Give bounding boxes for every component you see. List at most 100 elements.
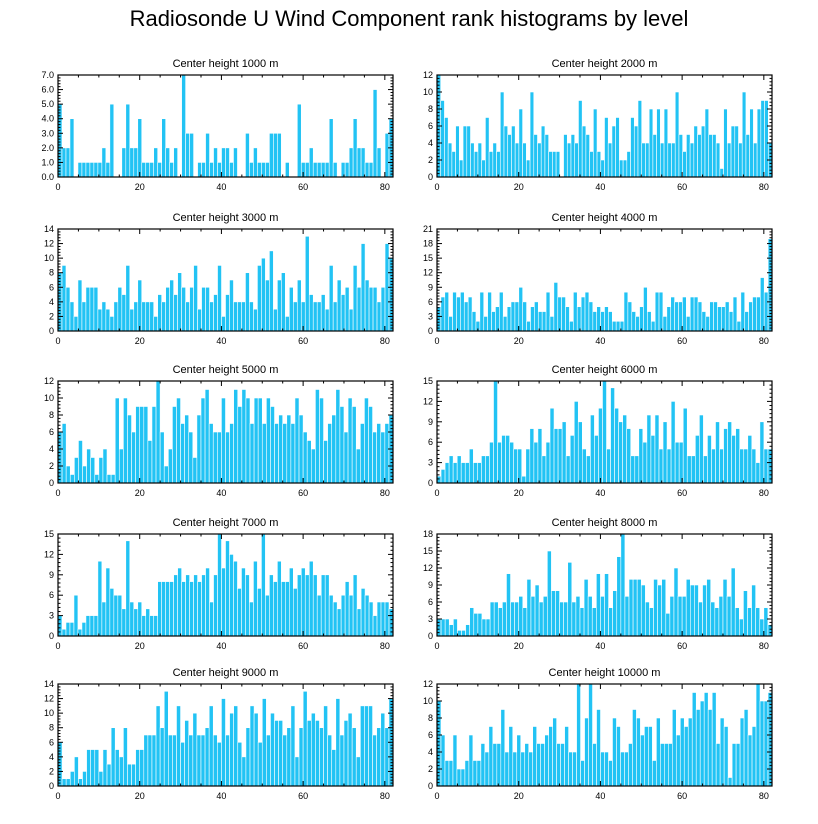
x-tick-label: 60 — [298, 336, 308, 346]
panel-title: Center height 4000 m — [552, 212, 658, 224]
y-tick-label: 2 — [49, 311, 54, 321]
y-tick-label: 8 — [49, 268, 54, 278]
y-tick-label: 5.0 — [41, 99, 54, 109]
x-tick-label: 0 — [434, 791, 439, 801]
x-tick-label: 80 — [759, 488, 769, 498]
histogram-bar — [679, 717, 685, 787]
histogram-bar — [532, 726, 538, 787]
y-tick-label: 15 — [423, 546, 433, 556]
y-tick-label: 12 — [44, 694, 54, 704]
y-tick-label: 2.0 — [41, 143, 54, 153]
y-tick-label: 12 — [44, 376, 54, 386]
histogram-bar — [648, 726, 653, 787]
panel-title: Center height 10000 m — [549, 667, 661, 679]
x-tick-label: 40 — [595, 488, 605, 498]
plot-frame — [57, 533, 394, 637]
y-tick-label: 4 — [49, 752, 54, 762]
y-tick-label: 0 — [49, 326, 54, 336]
x-tick-label: 20 — [135, 791, 145, 801]
x-tick-label: 40 — [216, 488, 226, 498]
histogram-bar — [624, 751, 629, 787]
y-tick-label: 12 — [423, 679, 433, 689]
y-tick-label: 8 — [428, 104, 433, 114]
histogram-bar — [683, 726, 689, 787]
x-tick-label: 60 — [298, 182, 308, 192]
x-tick-label: 60 — [298, 488, 308, 498]
x-tick-label: 20 — [514, 641, 524, 651]
y-tick-label: 12 — [423, 563, 433, 573]
histogram-bar — [695, 709, 701, 787]
y-tick-label: 6 — [428, 121, 433, 131]
y-tick-label: 6 — [49, 282, 54, 292]
plot-frame — [57, 74, 394, 178]
x-tick-label: 0 — [55, 641, 60, 651]
y-tick-label: 7.0 — [41, 70, 54, 80]
x-tick-label: 20 — [514, 488, 524, 498]
x-tick-label: 0 — [55, 488, 60, 498]
panel-title: Center height 5000 m — [173, 364, 279, 376]
bars-group — [57, 235, 394, 332]
x-tick-label: 40 — [216, 791, 226, 801]
x-tick-label: 80 — [380, 791, 390, 801]
histogram-bar — [476, 760, 482, 787]
y-tick-label: 2 — [428, 155, 433, 165]
histogram-bar — [723, 726, 729, 787]
x-tick-label: 60 — [677, 182, 687, 192]
y-tick-label: 2 — [49, 766, 54, 776]
y-tick-label: 4 — [428, 747, 433, 757]
x-tick-label: 40 — [216, 182, 226, 192]
histogram-bar — [480, 743, 486, 787]
y-tick-label: 18 — [423, 239, 433, 249]
x-tick-label: 0 — [434, 182, 439, 192]
x-tick-label: 80 — [380, 641, 390, 651]
y-tick-label: 0 — [49, 631, 54, 641]
panel-title: Center height 1000 m — [173, 58, 279, 70]
y-tick-label: 2 — [49, 461, 54, 471]
x-tick-label: 80 — [759, 641, 769, 651]
plot-frame — [57, 683, 394, 787]
histogram-bar — [548, 726, 553, 787]
histogram-bar — [719, 717, 725, 787]
y-tick-label: 6.0 — [41, 85, 54, 95]
histogram-bar — [747, 734, 753, 787]
x-tick-label: 40 — [216, 336, 226, 346]
y-tick-label: 15 — [423, 253, 433, 263]
histogram-bar — [488, 726, 494, 787]
histogram-bar — [460, 768, 466, 787]
histogram-bar — [751, 726, 757, 787]
histogram-bar — [727, 777, 733, 787]
histogram-bar — [656, 717, 661, 787]
histogram-bar — [608, 760, 613, 787]
histogram-bar — [516, 734, 522, 787]
panel-title: Center height 8000 m — [552, 517, 658, 529]
histogram-bar — [743, 709, 749, 787]
histogram-bar — [448, 760, 454, 787]
x-tick-label: 40 — [595, 336, 605, 346]
histogram-bar — [735, 743, 741, 787]
y-tick-label: 3 — [428, 311, 433, 321]
x-tick-label: 60 — [677, 641, 687, 651]
histogram-bar — [536, 743, 541, 787]
x-tick-label: 80 — [759, 336, 769, 346]
y-tick-label: 3 — [428, 458, 433, 468]
histogram-bar — [668, 743, 673, 787]
histogram-bar — [604, 751, 609, 787]
panel-title: Center height 6000 m — [552, 364, 658, 376]
histogram-bar — [612, 717, 617, 787]
histogram-bar — [592, 743, 597, 787]
histogram-bar — [464, 760, 470, 787]
y-tick-label: 0 — [428, 631, 433, 641]
y-tick-label: 8 — [49, 723, 54, 733]
histogram-bar — [540, 743, 545, 787]
x-tick-label: 0 — [434, 488, 439, 498]
histogram-bar — [632, 709, 637, 787]
x-tick-label: 20 — [135, 182, 145, 192]
x-tick-label: 40 — [216, 641, 226, 651]
histogram-bar — [759, 700, 765, 787]
histogram-bar — [544, 734, 549, 787]
